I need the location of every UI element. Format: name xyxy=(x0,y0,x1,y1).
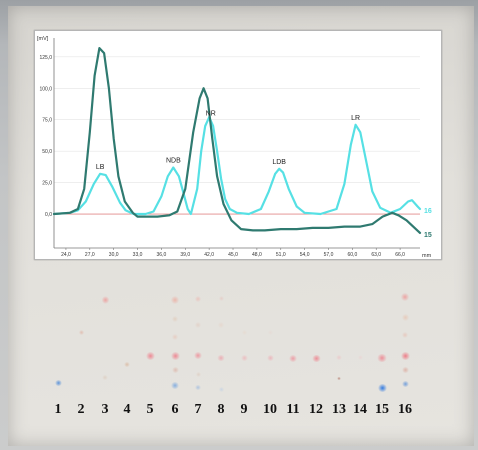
lane-number: 11 xyxy=(286,402,300,417)
tlc-spot xyxy=(102,375,108,380)
lane-number: 14 xyxy=(353,402,367,417)
chart-series xyxy=(52,47,422,234)
x-tick-label: 63,0 xyxy=(371,252,381,258)
tlc-spot xyxy=(377,354,387,362)
x-tick-label: 24,0 xyxy=(61,252,71,258)
tlc-spot xyxy=(172,334,178,340)
lane-number: 13 xyxy=(332,402,346,417)
tlc-spot xyxy=(195,385,201,390)
series-line-15 xyxy=(52,47,422,234)
y-tick-label: 125,0 xyxy=(39,55,52,61)
tlc-spot xyxy=(172,316,178,322)
lane-number: 16 xyxy=(398,402,412,417)
y-tick-label: 100,0 xyxy=(39,86,52,92)
lane-number: 6 xyxy=(171,402,179,417)
y-tick-label: 25,0 xyxy=(42,181,52,187)
lane-number: 15 xyxy=(375,402,389,417)
x-tick-label: 66,0 xyxy=(395,252,405,258)
y-tick-label: 50,0 xyxy=(42,149,52,155)
tlc-spot xyxy=(171,296,179,304)
peak-label-lb: LB xyxy=(96,164,105,171)
lane-number: 2 xyxy=(77,402,85,417)
peak-annotations: LB NDB NR LDB LR xyxy=(96,111,360,171)
tlc-spot xyxy=(54,380,62,386)
tlc-spot xyxy=(289,355,297,362)
tlc-spot xyxy=(78,330,84,335)
tlc-spot xyxy=(401,367,409,373)
y-tick-labels: 0,0 25,0 50,0 75,0 100,0 125,0 xyxy=(39,55,52,218)
y-tick-label: 75,0 xyxy=(42,118,52,124)
tlc-spot xyxy=(377,384,387,392)
peak-label-ldb: LDB xyxy=(272,159,286,166)
tlc-spot xyxy=(218,387,224,392)
tlc-spot xyxy=(194,352,202,359)
tlc-spot xyxy=(170,352,180,360)
lane-number: 7 xyxy=(194,402,202,417)
y-axis-unit: [mV] xyxy=(37,36,49,42)
lane-number: 3 xyxy=(101,402,109,417)
tlc-spot xyxy=(145,352,155,360)
tlc-spot xyxy=(101,296,109,304)
tlc-spot xyxy=(218,322,224,328)
x-tick-label: 60,0 xyxy=(348,252,358,258)
peak-label-lr: LR xyxy=(351,115,360,122)
lane-number: 4 xyxy=(123,402,131,417)
tlc-spot xyxy=(240,355,248,361)
x-tick-label: 48,0 xyxy=(252,252,262,258)
peak-label-ndb: NDB xyxy=(166,158,181,165)
lane-number: 5 xyxy=(146,402,154,417)
y-tick-label: 0,0 xyxy=(45,212,52,218)
tlc-spot xyxy=(401,293,409,301)
tlc-spot xyxy=(241,330,247,335)
peak-label-nr: NR xyxy=(206,111,216,118)
x-tick-label: 51,0 xyxy=(276,252,286,258)
series-label-16: 16 xyxy=(424,208,432,215)
lane-number: 8 xyxy=(217,402,225,417)
x-tick-label: 39,0 xyxy=(180,252,190,258)
tlc-spot xyxy=(336,355,342,360)
series-label-15: 15 xyxy=(424,232,432,239)
series-line-16 xyxy=(52,116,422,216)
x-tick-labels: 24,0 27,0 30,0 33,0 36,0 39,0 42,0 45,0 48,0 51,0… xyxy=(61,248,405,258)
tlc-spot xyxy=(195,322,201,328)
lane-number: 9 xyxy=(240,402,248,417)
x-tick-label: 57,0 xyxy=(324,252,334,258)
chromatogram-chart: [mV] mm 0,0 25,0 50,0 75,0 100,0 125,0 24,0 27… xyxy=(34,30,442,260)
tlc-spot xyxy=(171,382,179,389)
tlc-spot xyxy=(401,314,409,321)
tlc-spot xyxy=(195,372,201,377)
tlc-spot xyxy=(195,296,201,302)
tlc-spot xyxy=(402,332,408,338)
chart-frame xyxy=(34,30,442,260)
x-tick-label: 45,0 xyxy=(228,252,238,258)
tlc-spot xyxy=(218,296,224,301)
chromatogram-card: [mV] mm 0,0 25,0 50,0 75,0 100,0 125,0 24,0 27… xyxy=(34,30,442,260)
x-axis-unit: mm xyxy=(422,253,432,259)
tlc-spot xyxy=(357,355,363,360)
chart-grid xyxy=(54,56,420,215)
tlc-spot xyxy=(171,367,179,373)
x-tick-label: 33,0 xyxy=(133,252,143,258)
tlc-spot xyxy=(311,355,321,362)
tlc-spot xyxy=(124,362,130,367)
tlc-spot xyxy=(400,352,410,360)
lane-number: 12 xyxy=(309,402,323,417)
tlc-spot xyxy=(337,377,341,380)
x-tick-label: 54,0 xyxy=(300,252,310,258)
x-tick-label: 30,0 xyxy=(109,252,119,258)
x-tick-label: 27,0 xyxy=(85,252,95,258)
x-tick-label: 42,0 xyxy=(204,252,214,258)
tlc-spot xyxy=(401,381,409,387)
tlc-spot xyxy=(217,355,225,361)
tlc-spot xyxy=(266,355,274,361)
lane-number: 10 xyxy=(263,402,277,417)
x-tick-label: 36,0 xyxy=(157,252,167,258)
lane-number: 1 xyxy=(54,402,62,417)
tlc-spot xyxy=(267,330,273,335)
